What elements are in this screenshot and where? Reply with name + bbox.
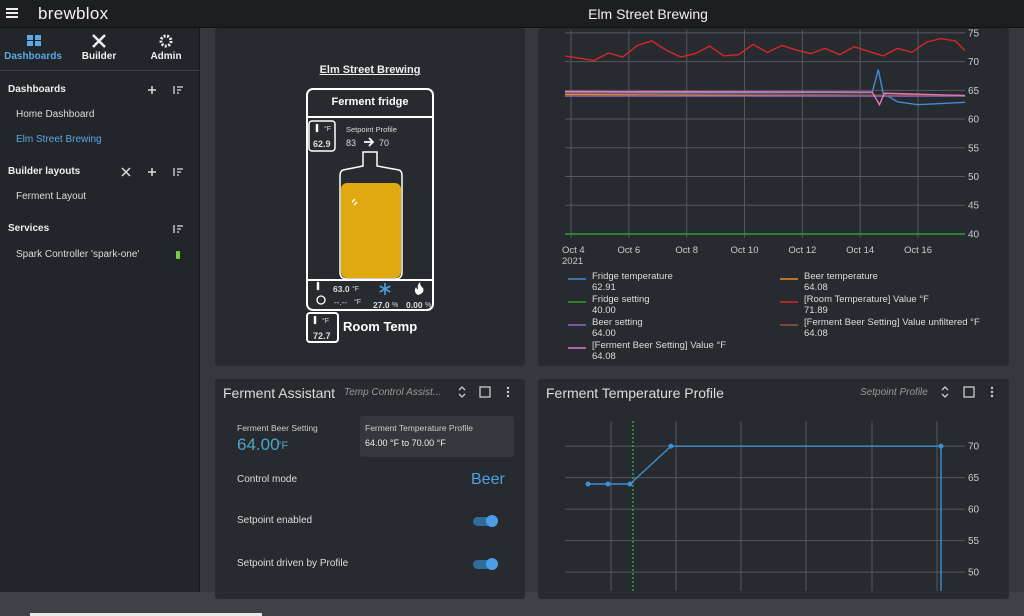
page-title: Elm Street Brewing bbox=[588, 6, 708, 22]
field-label: Ferment Temperature Profile bbox=[365, 423, 474, 433]
unit: °F bbox=[352, 286, 360, 293]
sidebar bbox=[0, 28, 200, 592]
field-label: Ferment Beer Setting bbox=[237, 423, 318, 433]
setting-value[interactable]: 64.00 bbox=[237, 435, 280, 454]
control-mode[interactable]: Beer bbox=[471, 471, 505, 488]
panel-subtitle: Setpoint Profile bbox=[860, 387, 928, 398]
field-label: Setpoint driven by Profile bbox=[237, 558, 349, 569]
panel-title: Ferment Temperature Profile bbox=[546, 385, 724, 401]
field-label: Control mode bbox=[237, 474, 298, 485]
unit: °F bbox=[277, 440, 289, 452]
logo: brewblox bbox=[38, 4, 109, 23]
fridge-temp: 62.9 bbox=[313, 139, 331, 149]
toggle[interactable] bbox=[473, 560, 497, 569]
toggle[interactable] bbox=[473, 517, 497, 526]
panel-subtitle: Temp Control Assist... bbox=[344, 387, 442, 398]
scroll-indicator bbox=[30, 613, 262, 616]
profile-range: 64.00 °F to 70.00 °F bbox=[365, 438, 446, 448]
nav-label[interactable]: Admin bbox=[150, 51, 182, 62]
pid-temp: 63.0 bbox=[333, 284, 350, 294]
profile-label: Setpoint Profile bbox=[346, 125, 397, 134]
fridge-title: Ferment fridge bbox=[331, 96, 409, 108]
profile-box[interactable] bbox=[360, 416, 514, 457]
nav-divider bbox=[0, 70, 200, 71]
pid-setpoint: --.-- bbox=[334, 298, 347, 307]
panel bbox=[215, 28, 525, 366]
heat-output: 0.00 bbox=[406, 300, 423, 310]
field-label: Setpoint enabled bbox=[237, 515, 313, 526]
profile-from: 83 bbox=[346, 138, 357, 148]
sidebar-item[interactable]: Home Dashboard bbox=[16, 109, 95, 120]
room-label: Room Temp bbox=[343, 319, 418, 334]
panel-title: Ferment Assistant bbox=[223, 385, 336, 401]
room-temp: 72.7 bbox=[313, 331, 331, 341]
unit: °F bbox=[386, 190, 394, 197]
section-title: Services bbox=[8, 223, 50, 234]
beer-setting: 64.0 bbox=[366, 201, 384, 211]
section-title: Builder layouts bbox=[8, 166, 81, 177]
beer-temp: 64.1 bbox=[366, 187, 384, 197]
unit: °F bbox=[322, 318, 330, 325]
panel bbox=[538, 379, 1009, 599]
nav-label[interactable]: Dashboards bbox=[4, 51, 62, 62]
cool-output: 27.0 bbox=[373, 300, 390, 310]
toggle-knob[interactable] bbox=[486, 515, 498, 527]
nav-label[interactable]: Builder bbox=[81, 51, 117, 62]
panel bbox=[538, 28, 1009, 366]
header bbox=[0, 0, 1024, 28]
unit: % bbox=[425, 302, 432, 309]
unit: % bbox=[392, 302, 399, 309]
section-title: Dashboards bbox=[8, 84, 66, 95]
unit: °F bbox=[324, 126, 332, 133]
sidebar-item[interactable]: Elm Street Brewing bbox=[16, 134, 102, 145]
builder-title: Elm Street Brewing bbox=[319, 64, 421, 76]
unit: °F bbox=[386, 204, 394, 211]
sidebar-item[interactable]: Ferment Layout bbox=[16, 191, 87, 202]
toggle-knob[interactable] bbox=[486, 558, 498, 570]
profile-to: 70 bbox=[379, 138, 390, 148]
sidebar-item[interactable]: Spark Controller 'spark-one' bbox=[16, 249, 140, 260]
unit: °F bbox=[354, 299, 362, 306]
